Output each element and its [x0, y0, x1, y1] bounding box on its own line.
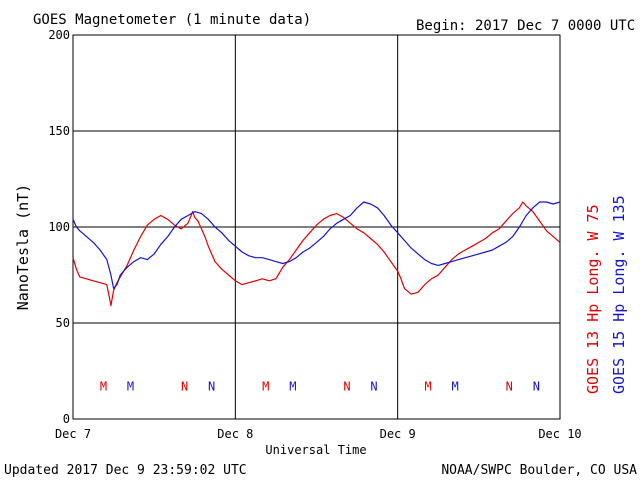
event-marker-n: N [370, 379, 377, 393]
event-marker-m: M [424, 379, 431, 393]
event-marker-n: N [533, 379, 540, 393]
event-marker-n: N [506, 379, 513, 393]
begin-time: Begin: 2017 Dec 7 0000 UTC [416, 18, 635, 34]
event-marker-m: M [262, 379, 269, 393]
y-axis-title: NanoTesla (nT) [14, 184, 32, 310]
event-marker-m: M [100, 379, 107, 393]
series-line-goes15 [72, 201, 561, 289]
series-line-goes13 [72, 201, 561, 307]
source-credit: NOAA/SWPC Boulder, CO USA [441, 463, 637, 478]
event-marker-m: M [289, 379, 296, 393]
x-tick-label: Dec 9 [380, 427, 416, 441]
event-marker-n: N [181, 379, 188, 393]
x-tick-label: Dec 7 [55, 427, 91, 441]
x-tick-label: Dec 10 [538, 427, 581, 441]
y-tick-label: 50 [56, 316, 70, 330]
event-marker-n: N [343, 379, 350, 393]
updated-time: Updated 2017 Dec 9 23:59:02 UTC [4, 463, 247, 478]
y-tick-label: 150 [48, 124, 70, 138]
event-marker-m: M [127, 379, 134, 393]
y-tick-label: 100 [48, 220, 70, 234]
x-tick-label: Dec 8 [217, 427, 253, 441]
x-axis-title: Universal Time [265, 443, 366, 457]
y-tick-label: 200 [48, 28, 70, 42]
chart-title: GOES Magnetometer (1 minute data) [33, 12, 311, 28]
legend-goes15: GOES 15 Hp Long. W 135 [610, 195, 628, 394]
grid [73, 35, 560, 419]
series-layer [72, 201, 561, 307]
event-marker-n: N [208, 379, 215, 393]
legend-goes13: GOES 13 Hp Long. W 75 [584, 204, 602, 394]
x-tick-labels: Dec 7 Dec 8 Dec 9 Dec 10 [55, 427, 582, 441]
event-marker-m: M [452, 379, 459, 393]
y-tick-label: 0 [63, 412, 70, 426]
y-tick-labels: 0 50 100 150 200 [48, 28, 70, 426]
